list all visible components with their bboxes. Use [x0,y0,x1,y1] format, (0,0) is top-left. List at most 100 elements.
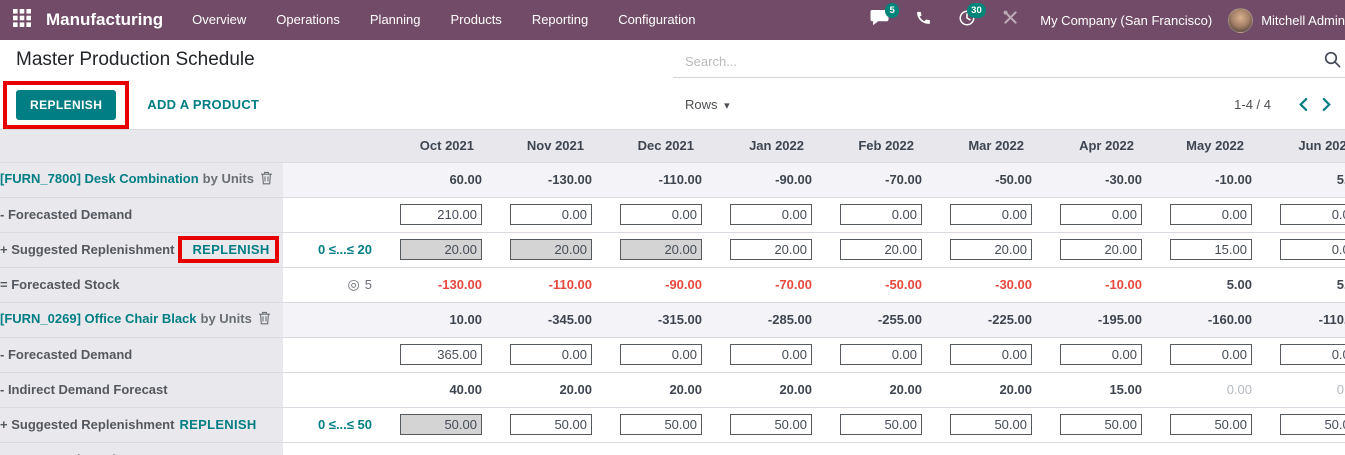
info-cell: 0 ≤...≤ 50 [283,407,372,442]
forecast-cell [482,232,592,267]
forecast-input[interactable] [510,344,592,365]
forecast-input[interactable] [840,344,922,365]
summary-value-cell: -10.00 [1142,162,1252,197]
row-label-cell: - Indirect Demand Forecast [0,372,283,407]
row-label: + Suggested Replenishment [0,417,175,432]
menu-item-configuration[interactable]: Configuration [618,12,696,27]
forecast-stock-cell: -110.00 [548,277,592,292]
developer-tools-button[interactable] [989,0,1032,40]
forecast-input[interactable] [1060,204,1142,225]
forecast-input[interactable] [950,204,1032,225]
forecast-input[interactable] [400,204,482,225]
forecast-input[interactable] [950,344,1032,365]
forecast-input[interactable] [510,204,592,225]
rows-dropdown[interactable]: Rows ▾ [685,97,730,112]
forecast-input[interactable] [400,344,482,365]
company-switcher[interactable]: My Company (San Francisco) [1040,12,1213,28]
forecast-input[interactable] [1060,344,1142,365]
forecast-stock-cell: -285.00 [592,442,702,455]
forecast-input[interactable] [840,239,922,260]
forecast-input[interactable] [510,414,592,435]
forecast-input[interactable] [730,344,812,365]
forecast-input[interactable] [1170,344,1252,365]
search-input[interactable] [673,54,1324,69]
forecast-input[interactable] [620,204,702,225]
forecast-input[interactable] [840,204,922,225]
row-label-cell: - Forecasted Demand [0,337,283,372]
pager-next-button[interactable] [1315,95,1339,114]
row-label: - Forecasted Demand [0,207,133,222]
add-a-product-button[interactable]: ADD A PRODUCT [147,97,260,112]
delete-product-icon[interactable] [260,171,273,188]
forecast-input[interactable] [950,414,1032,435]
forecast-input[interactable] [1170,204,1252,225]
forecast-input[interactable] [730,239,812,260]
calls-button[interactable] [902,0,945,40]
activities-button[interactable]: 30 [945,0,989,40]
forecast-input[interactable] [1280,239,1345,260]
forecast-cell [592,197,702,232]
forecast-input[interactable] [1060,414,1142,435]
row-label-column-header [0,130,283,162]
month-header-row: Oct 2021 Nov 2021 Dec 2021 Jan 2022 Feb 2022… [0,130,1345,162]
forecast-cell [372,407,482,442]
forecast-stock-cell: -30.00 [995,277,1032,292]
menu-item-overview[interactable]: Overview [192,12,247,27]
product-link[interactable]: [FURN_0269] Office Chair Black [0,311,197,326]
forecast-input[interactable] [1280,414,1345,435]
product-link[interactable]: [FURN_7800] Desk Combination [0,171,199,186]
forecast-input[interactable] [1280,344,1345,365]
info-cell [283,302,372,337]
forecast-input[interactable] [400,414,482,435]
row-label-cell: - Forecasted Demand [0,197,283,232]
magnifier-icon[interactable] [1324,51,1341,73]
forecast-row: + Suggested Replenishment REPLENISH 0 ≤...… [0,232,1345,267]
safety-stock-target: 5 [364,277,372,292]
row-label: - Forecasted Demand [0,347,133,362]
forecast-input[interactable] [400,239,482,260]
forecast-row: + Suggested Replenishment REPLENISH 0 ≤...… [0,407,1345,442]
month-header: Apr 2022 [1032,130,1142,162]
menu-item-planning[interactable]: Planning [369,12,421,27]
forecast-stock-cell: -70.00 [775,277,812,292]
pager-previous-button[interactable] [1291,95,1315,114]
row-label: = Forecasted Stock [0,277,120,292]
forecast-input[interactable] [620,239,702,260]
app-name[interactable]: Manufacturing [46,10,164,29]
user-menu[interactable]: Mitchell Admin [1261,12,1345,28]
forecast-cell [1032,232,1142,267]
indirect-demand-cell: 20.00 [669,382,702,397]
forecast-cell [372,197,482,232]
forecast-input[interactable] [1170,239,1252,260]
forecast-input[interactable] [1170,414,1252,435]
forecast-input[interactable] [510,239,592,260]
month-header: Dec 2021 [592,130,702,162]
forecast-input[interactable] [730,414,812,435]
page-title: Master Production Schedule [16,49,255,70]
menu-item-operations[interactable]: Operations [276,12,340,27]
forecast-input[interactable] [1060,239,1142,260]
apps-menu-button[interactable] [0,0,44,40]
forecast-input[interactable] [730,204,812,225]
forecast-input[interactable] [620,344,702,365]
forecast-cell [1032,197,1142,232]
month-header: Oct 2021 [372,130,482,162]
forecast-stock-cell: 5.00 [1226,277,1252,292]
replenish-row-action[interactable]: REPLENISH [179,417,257,432]
apps-grid-icon [13,8,31,32]
user-avatar[interactable] [1228,7,1254,33]
menu-item-products[interactable]: Products [450,12,502,27]
replenish-button[interactable]: REPLENISH [16,89,117,120]
menu-item-reporting[interactable]: Reporting [531,12,589,27]
forecast-input[interactable] [840,414,922,435]
forecast-cell [922,407,1032,442]
control-panel-top: Master Production Schedule [0,40,1345,80]
forecast-cell [1142,197,1252,232]
delete-product-icon[interactable] [258,311,271,328]
forecast-input[interactable] [950,239,1032,260]
messages-button[interactable]: 5 [857,0,902,40]
replenish-row-action[interactable]: REPLENISH [192,242,270,257]
forecast-input[interactable] [620,414,702,435]
forecast-input[interactable] [1280,204,1345,225]
forecast-cell [812,337,922,372]
